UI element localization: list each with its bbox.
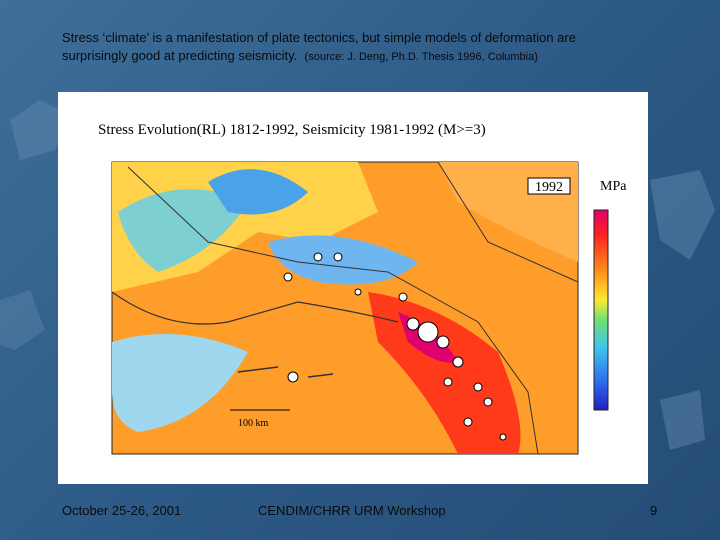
year-label: 1992 <box>535 180 563 195</box>
caption: surprisingly good at predicting seismici… <box>62 48 538 63</box>
footer-date: October 25-26, 2001 <box>62 503 182 518</box>
caption: Stress ‘climate’ is a manifestation of p… <box>62 30 576 45</box>
page-number: 9 <box>650 503 658 518</box>
footer-event: CENDIM/CHRR URM Workshop <box>258 503 446 518</box>
unit-label: MPa <box>600 179 627 194</box>
caption: surprisingly good at predicting seismici… <box>62 48 298 63</box>
figure-title: Stress Evolution(RL) 1812-1992, Seismici… <box>98 122 486 138</box>
scale-bar-label: 100 km <box>238 418 269 429</box>
source: (source: J. Deng, Ph.D. Thesis 1996, Col… <box>304 51 538 63</box>
figure: Stress Evolution(RL) 1812-1992, Seismici… <box>58 92 648 484</box>
